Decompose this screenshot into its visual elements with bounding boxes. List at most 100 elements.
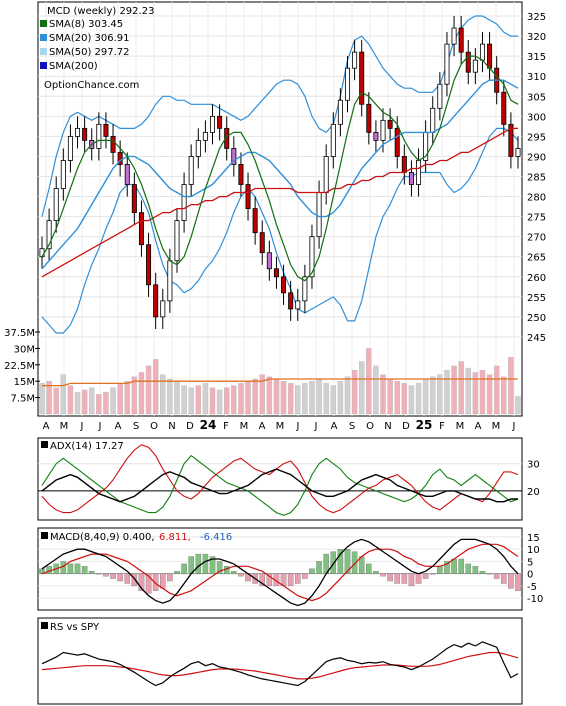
- macd-histogram-bar: [373, 571, 379, 574]
- candle-body: [266, 252, 272, 270]
- macd-histogram-bar: [160, 573, 166, 589]
- candle-body: [479, 43, 485, 61]
- time-tick-label: A: [475, 421, 482, 432]
- time-tick-label: J: [512, 421, 516, 432]
- macd-histogram-bar: [501, 573, 507, 584]
- macd-histogram-bar: [110, 573, 116, 579]
- price-tick-label: 325: [527, 12, 546, 23]
- candle-body: [245, 184, 251, 209]
- price-tick-label: 315: [527, 52, 546, 63]
- volume-bar: [238, 383, 244, 415]
- candle-body: [217, 115, 223, 129]
- volume-bars: [39, 348, 521, 415]
- macd-histogram-bar: [152, 573, 159, 591]
- sma20-line: [41, 79, 519, 270]
- volume-bar: [515, 396, 521, 415]
- macd-histogram-bar: [231, 571, 237, 574]
- candle-body: [160, 300, 166, 318]
- macd-histogram-bar: [515, 573, 521, 591]
- legend-swatch-sma200: [40, 62, 47, 69]
- volume-average-line: [42, 378, 518, 387]
- volume-bar: [74, 391, 81, 415]
- macd-histogram-bar: [202, 553, 209, 574]
- candle-body: [515, 148, 521, 157]
- volume-bar: [437, 374, 443, 415]
- time-tick-label: F: [439, 421, 445, 432]
- watermark: OptionChance.com: [44, 80, 139, 91]
- macd-label-swatch: [41, 532, 48, 539]
- volume-bar: [89, 387, 95, 415]
- moving-averages: [41, 55, 519, 282]
- candle-body: [394, 127, 400, 157]
- volume-bar: [39, 383, 45, 415]
- price-tick-label: 310: [527, 72, 546, 83]
- volume-bar: [53, 387, 59, 415]
- macd-histogram-bar: [74, 563, 81, 574]
- macd-tick-label: 5: [527, 557, 533, 568]
- candle-body: [153, 284, 159, 318]
- macd-tick-label: 15: [527, 533, 540, 544]
- macd-tick-label: -5: [527, 582, 537, 593]
- legend-swatch-sma20: [40, 34, 47, 41]
- volume-bar: [160, 374, 166, 415]
- candle-body: [53, 188, 59, 222]
- candle-body: [508, 123, 514, 157]
- volume-bar: [373, 365, 379, 415]
- candle-body: [430, 107, 436, 133]
- volume-bar: [223, 387, 230, 415]
- price-tick-label: 275: [527, 213, 546, 224]
- candle-body: [437, 83, 443, 109]
- price-tick-label: 255: [527, 293, 546, 304]
- time-tick-label: N: [168, 421, 175, 432]
- macd-histogram-bar: [131, 573, 138, 587]
- time-tick-label: 24: [200, 418, 217, 432]
- volume-bar: [145, 365, 152, 415]
- time-tick-label: S: [133, 421, 139, 432]
- adx-label-swatch: [41, 441, 48, 448]
- rs-moving-average-line: [41, 651, 519, 680]
- price-tick-label: 245: [527, 333, 546, 344]
- macd-histogram-bar: [124, 573, 131, 584]
- macd-histogram-bar: [422, 573, 429, 579]
- candle-body: [408, 172, 414, 185]
- volume-bar: [458, 361, 464, 415]
- volume-bar: [216, 389, 223, 415]
- macd-histogram-bar: [316, 561, 322, 574]
- candle-body: [416, 160, 422, 185]
- candle-body: [46, 220, 52, 250]
- macd-histogram-bar: [415, 573, 422, 584]
- bollinger-lower: [41, 127, 519, 334]
- adx-line: [41, 468, 518, 503]
- volume-bar: [174, 381, 180, 415]
- macd-histogram-bar: [351, 551, 358, 574]
- volume-bar: [252, 378, 258, 415]
- time-tick-label: D: [186, 421, 194, 432]
- macd-value-blue: -6.416: [200, 532, 232, 543]
- volume-tick-label: 7.5M: [10, 394, 35, 405]
- macd-value-red: 6.811,: [159, 532, 191, 543]
- volume-bar: [124, 381, 130, 415]
- macd-histogram-bar: [67, 563, 74, 574]
- volume-bar: [181, 385, 187, 415]
- candle-body: [359, 51, 365, 105]
- rs-line: [41, 641, 519, 687]
- volume-bar: [266, 376, 273, 415]
- macd-histogram-bar: [309, 568, 315, 574]
- candle-body: [146, 244, 152, 286]
- price-tick-label: 270: [527, 233, 546, 244]
- volume-bar: [358, 361, 365, 415]
- volume-bar: [202, 383, 209, 415]
- time-tick-label: S: [349, 421, 355, 432]
- macd-histogram-bar: [508, 573, 514, 589]
- time-tick-label: F: [223, 421, 229, 432]
- volume-bar: [287, 383, 294, 415]
- price-tick-label: 280: [527, 193, 546, 204]
- rs-label: RS vs SPY: [50, 622, 100, 633]
- adx-panel-frame: [37, 437, 523, 521]
- volume-bar: [152, 359, 159, 415]
- price-tick-label: 285: [527, 173, 546, 184]
- macd-histogram-bar: [103, 573, 109, 577]
- candle-body: [472, 59, 478, 73]
- macd-histogram-bar: [209, 556, 216, 574]
